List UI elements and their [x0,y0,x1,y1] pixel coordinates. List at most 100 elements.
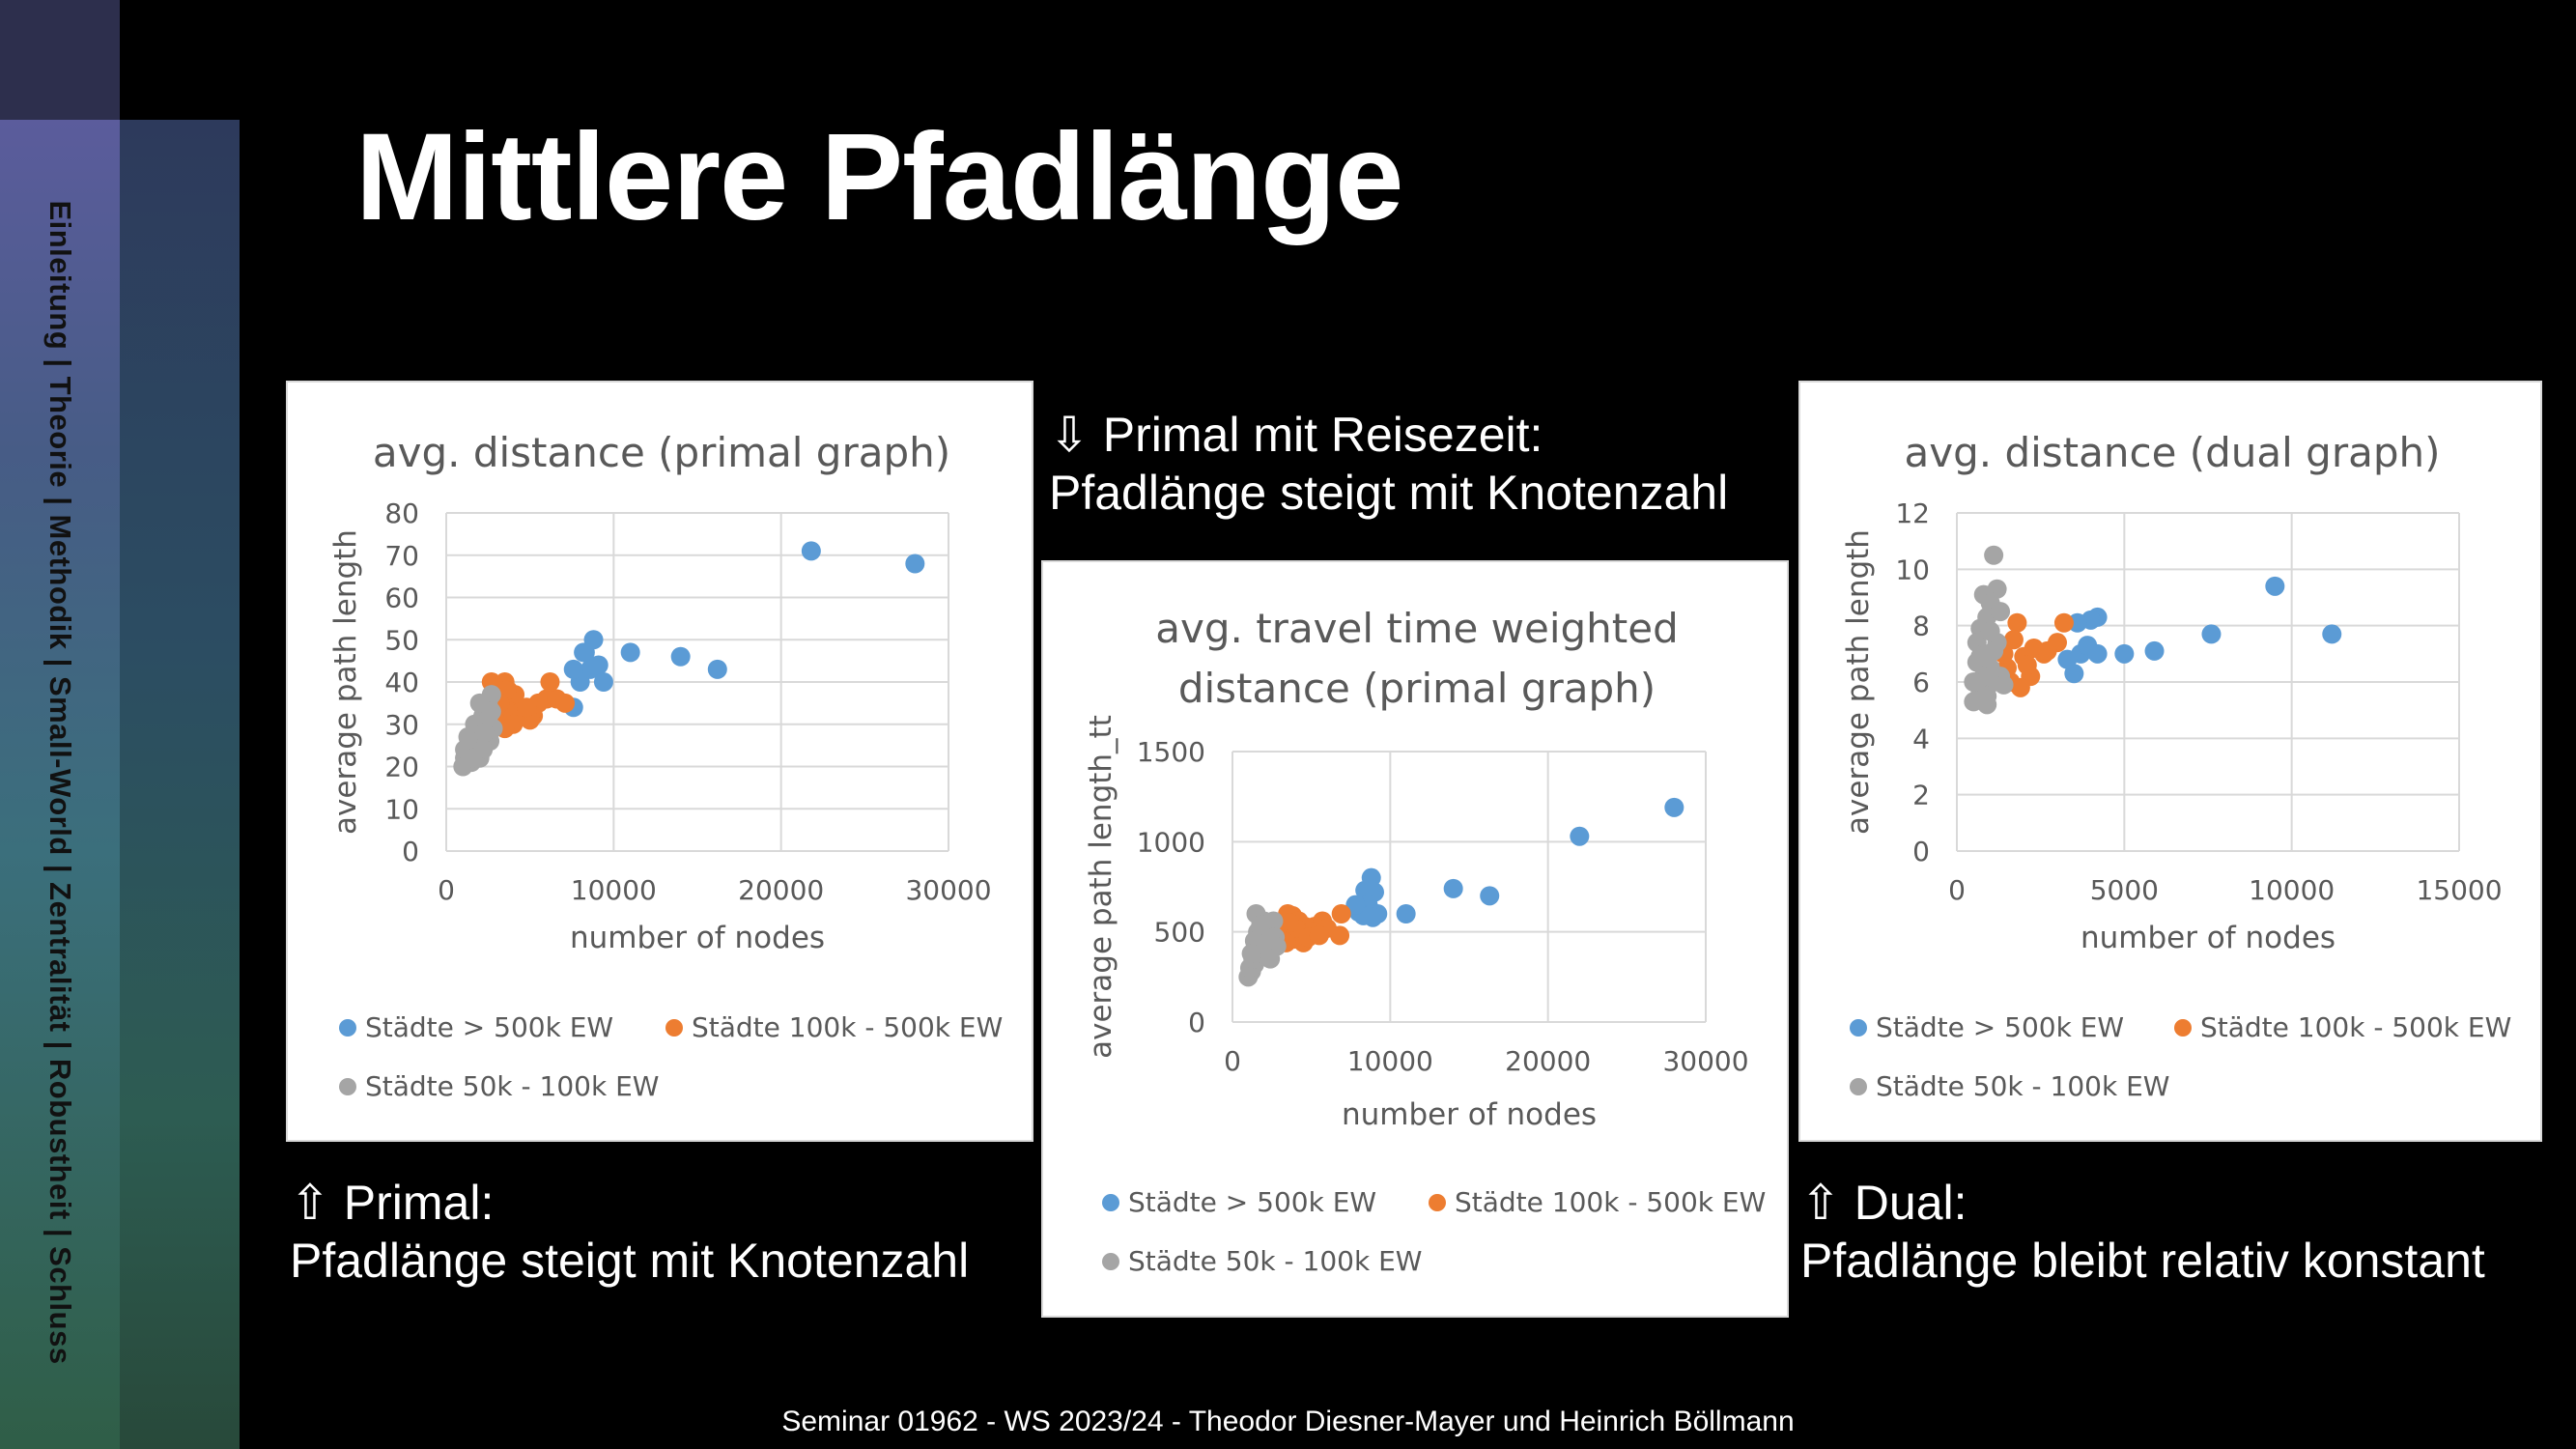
data-point [2007,612,2027,633]
data-point [2010,677,2030,697]
y-axis-label: average path length [1841,529,1876,835]
chart-title: distance (primal graph) [1178,665,1656,712]
caption-middle-title: ⇩ Primal mit Reisezeit: [1049,408,1543,462]
x-tick-label: 0 [1224,1045,1241,1077]
data-point [670,646,691,667]
data-point [563,659,583,679]
data-point [1964,672,1984,692]
x-tick-label: 0 [1948,874,1966,906]
data-point [2144,640,2165,661]
data-point [2201,624,2222,644]
x-tick-label: 20000 [738,874,824,906]
data-point [481,701,501,722]
legend-marker [1102,1253,1119,1270]
data-point [2017,655,2037,675]
caption-dual: ⇧ Dual: Pfadlänge bleibt relativ konstan… [1800,1174,2485,1290]
data-point [1396,904,1416,923]
data-point [905,554,925,574]
legend-marker [339,1019,356,1037]
y-tick-label: 70 [384,540,419,572]
y-tick-label: 1000 [1137,826,1205,858]
y-axis-label: average path length_tt [1084,715,1118,1059]
y-tick-label: 12 [1895,497,1930,529]
legend-marker [2174,1019,2192,1037]
legend-label: Städte 50k - 100k EW [1128,1245,1422,1277]
y-tick-label: 20 [384,752,419,783]
data-point [1570,826,1590,846]
sidebar-left [0,120,120,1449]
y-tick-label: 40 [384,667,419,698]
y-tick-label: 0 [1188,1007,1205,1038]
data-point [1977,695,1997,715]
y-tick-label: 0 [402,836,419,867]
legend-label: Städte 100k - 500k EW [692,1011,1003,1043]
data-point [2087,643,2108,664]
legend-marker [339,1078,356,1095]
legend-marker [1102,1194,1119,1211]
data-point [2265,576,2285,596]
y-tick-label: 30 [384,709,419,741]
data-point [463,748,483,768]
x-tick-label: 20000 [1505,1045,1591,1077]
data-point [1251,915,1271,935]
y-tick-label: 0 [1912,836,1930,867]
x-tick-label: 10000 [571,874,657,906]
y-tick-label: 4 [1912,723,1930,754]
data-point [517,697,537,718]
data-point [1241,944,1261,964]
y-tick-label: 50 [384,624,419,656]
y-tick-label: 80 [384,497,419,529]
caption-middle: ⇩ Primal mit Reisezeit: Pfadlänge steigt… [1049,406,1728,522]
x-tick-label: 15000 [2416,874,2502,906]
chart-primal: avg. distance (primal graph) 0 10 20 30 40 50 6… [328,429,1003,1102]
caption-primal-title: ⇧ Primal: [290,1176,495,1230]
sidebar-corner [0,0,120,120]
data-point [574,642,594,663]
caption-middle-text: Pfadlänge steigt mit Knotenzahl [1049,466,1729,520]
sidebar-right-strip [120,120,240,1449]
data-point [2053,612,2074,633]
data-point [1330,925,1350,946]
data-point [2114,643,2135,664]
x-tick-label: 0 [438,874,455,906]
sidebar-navigation: Einleitung | Theorie | Methodik | Small-… [43,200,77,1365]
data-point [707,659,727,679]
data-point [1309,925,1329,946]
data-point [1260,949,1281,969]
legend-marker [1850,1019,1867,1037]
legend-marker [665,1019,683,1037]
chart-travel-time-panel: avg. travel time weighted distance (prima… [1041,560,1789,1318]
data-point [801,541,821,561]
y-tick-label: 1500 [1137,736,1205,768]
x-tick-label: 10000 [2249,874,2335,906]
legend-marker [1429,1194,1446,1211]
data-point [588,655,609,675]
data-point [1970,646,1991,667]
data-point [1980,621,2000,641]
legend-label: Städte > 500k EW [365,1011,613,1043]
data-point [1443,878,1463,898]
y-tick-label: 2 [1912,780,1930,811]
data-point [1991,602,2011,622]
chart-dual-panel: avg. distance (dual graph) 0 2 4 6 8 10 12 0 5000… [1798,381,2542,1142]
y-tick-label: 10 [384,793,419,825]
chart-title: avg. travel time weighted [1155,605,1679,652]
x-axis-label: number of nodes [2081,921,2335,955]
data-point [2322,624,2342,644]
x-tick-label: 5000 [2090,874,2159,906]
y-tick-label: 60 [384,582,419,614]
x-axis-label: number of nodes [1342,1097,1597,1132]
chart-title: avg. distance (dual graph) [1904,429,2440,476]
x-tick-label: 30000 [1662,1045,1748,1077]
data-point [1331,904,1351,923]
data-point [620,642,640,663]
chart-title: avg. distance (primal graph) [373,429,950,476]
data-point [474,723,495,743]
caption-dual-title: ⇧ Dual: [1800,1176,1967,1230]
y-tick-label: 6 [1912,667,1930,698]
data-point [540,672,560,692]
legend-label: Städte > 500k EW [1876,1011,2124,1043]
x-axis-label: number of nodes [570,921,825,955]
y-axis-label: average path length [328,529,363,835]
caption-primal-text: Pfadlänge steigt mit Knotenzahl [290,1234,970,1288]
